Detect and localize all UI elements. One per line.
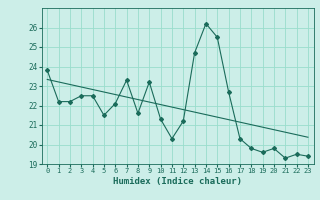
X-axis label: Humidex (Indice chaleur): Humidex (Indice chaleur) <box>113 177 242 186</box>
